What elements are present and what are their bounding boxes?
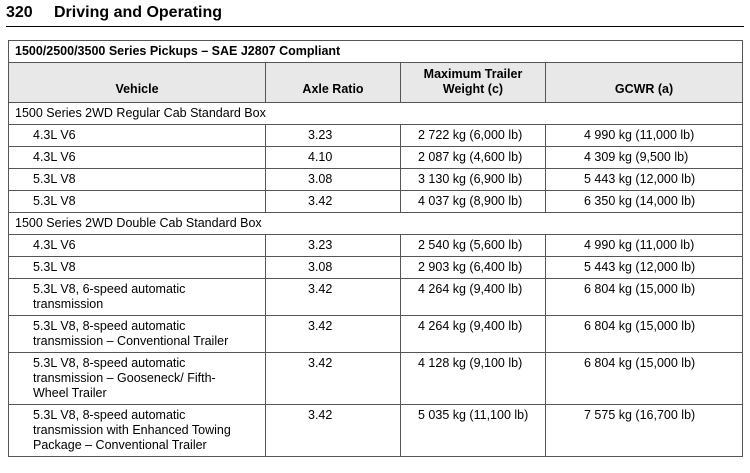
- data-row: 4.3L V6 3.23 2 722 kg (6,000 lb) 4 990 kg (…: [8, 124, 744, 147]
- data-row: 5.3L V8, 8-speed automatic transmission …: [8, 315, 744, 353]
- section-row: 1500 Series 2WD Double Cab Standard Box: [7, 212, 744, 235]
- cell: 5 443 kg (12,000 lb): [544, 256, 744, 279]
- cell: 4.3L V6: [8, 124, 266, 147]
- page-title: Driving and Operating: [54, 4, 223, 21]
- cell: 3.42: [265, 190, 401, 213]
- cell: 6 804 kg (15,000 lb): [544, 352, 744, 405]
- section-label: 1500 Series 2WD Regular Cab Standard Box: [7, 102, 744, 125]
- cell: 4.3L V6: [8, 234, 266, 257]
- cell: 5.3L V8, 8-speed automatic transmission …: [8, 404, 266, 457]
- cell: 3.42: [265, 352, 401, 405]
- page-header: 320 Driving and Operating: [6, 4, 744, 27]
- data-row: 5.3L V8 3.08 3 130 kg (6,900 lb) 5 443 kg (…: [8, 168, 744, 191]
- data-row: 5.3L V8 3.08 2 903 kg (6,400 lb) 5 443 kg (…: [8, 256, 744, 279]
- section-row: 1500 Series 2WD Regular Cab Standard Box: [7, 102, 744, 125]
- cell: 6 350 kg (14,000 lb): [544, 190, 744, 213]
- cell: 4 264 kg (9,400 lb): [400, 315, 546, 353]
- cell: 4.3L V6: [8, 146, 266, 169]
- cell: 4 990 kg (11,000 lb): [544, 234, 744, 257]
- cell: 4 037 kg (8,900 lb): [400, 190, 546, 213]
- cell: 4 990 kg (11,000 lb): [544, 124, 744, 147]
- cell: 5 443 kg (12,000 lb): [544, 168, 744, 191]
- cell: 6 804 kg (15,000 lb): [544, 278, 744, 316]
- cell: 4 309 kg (9,500 lb): [544, 146, 744, 169]
- data-row: 4.3L V6 3.23 2 540 kg (5,600 lb) 4 990 kg (…: [8, 234, 744, 257]
- cell: 7 575 kg (16,700 lb): [544, 404, 744, 457]
- cell: 4.10: [265, 146, 401, 169]
- cell: 2 722 kg (6,000 lb): [400, 124, 546, 147]
- title-row: 1500/2500/3500 Series Pickups – SAE J280…: [7, 40, 744, 63]
- cell: 3.23: [265, 124, 401, 147]
- page-number: 320: [6, 4, 33, 21]
- column-header: Vehicle: [8, 62, 266, 103]
- table-title: 1500/2500/3500 Series Pickups – SAE J280…: [7, 40, 744, 63]
- data-row: 4.3L V6 4.10 2 087 kg (4,600 lb) 4 309 kg (…: [8, 146, 744, 169]
- towing-table: 1500/2500/3500 Series Pickups – SAE J280…: [7, 40, 744, 457]
- column-header: GCWR (a): [544, 62, 744, 103]
- cell: 6 804 kg (15,000 lb): [544, 315, 744, 353]
- cell: 3.42: [265, 315, 401, 353]
- cell: 4 128 kg (9,100 lb): [400, 352, 546, 405]
- header-row: Vehicle Axle Ratio Maximum Trailer Weight …: [8, 62, 744, 103]
- data-row: 5.3L V8, 6-speed automatic transmission 3…: [8, 278, 744, 316]
- cell: 5.3L V8, 8-speed automatic transmission …: [8, 352, 266, 405]
- column-header: Maximum Trailer Weight (c): [400, 62, 546, 103]
- cell: 3.08: [265, 256, 401, 279]
- cell: 3.42: [265, 278, 401, 316]
- cell: 5 035 kg (11,100 lb): [400, 404, 546, 457]
- cell: 5.3L V8: [8, 256, 266, 279]
- cell: 5.3L V8: [8, 168, 266, 191]
- cell: 3.42: [265, 404, 401, 457]
- cell: 2 540 kg (5,600 lb): [400, 234, 546, 257]
- table-body: 1500/2500/3500 Series Pickups – SAE J280…: [7, 40, 744, 457]
- data-row: 5.3L V8 3.42 4 037 kg (8,900 lb) 6 350 kg (…: [8, 190, 744, 213]
- cell: 2 087 kg (4,600 lb): [400, 146, 546, 169]
- cell: 5.3L V8: [8, 190, 266, 213]
- cell: 2 903 kg (6,400 lb): [400, 256, 546, 279]
- cell: 5.3L V8, 6-speed automatic transmission: [8, 278, 266, 316]
- cell: 3.23: [265, 234, 401, 257]
- data-row: 5.3L V8, 8-speed automatic transmission …: [8, 352, 744, 405]
- cell: 5.3L V8, 8-speed automatic transmission …: [8, 315, 266, 353]
- cell: 3 130 kg (6,900 lb): [400, 168, 546, 191]
- cell: 4 264 kg (9,400 lb): [400, 278, 546, 316]
- cell: 3.08: [265, 168, 401, 191]
- section-label: 1500 Series 2WD Double Cab Standard Box: [7, 212, 744, 235]
- column-header: Axle Ratio: [265, 62, 401, 103]
- data-row: 5.3L V8, 8-speed automatic transmission …: [8, 404, 744, 457]
